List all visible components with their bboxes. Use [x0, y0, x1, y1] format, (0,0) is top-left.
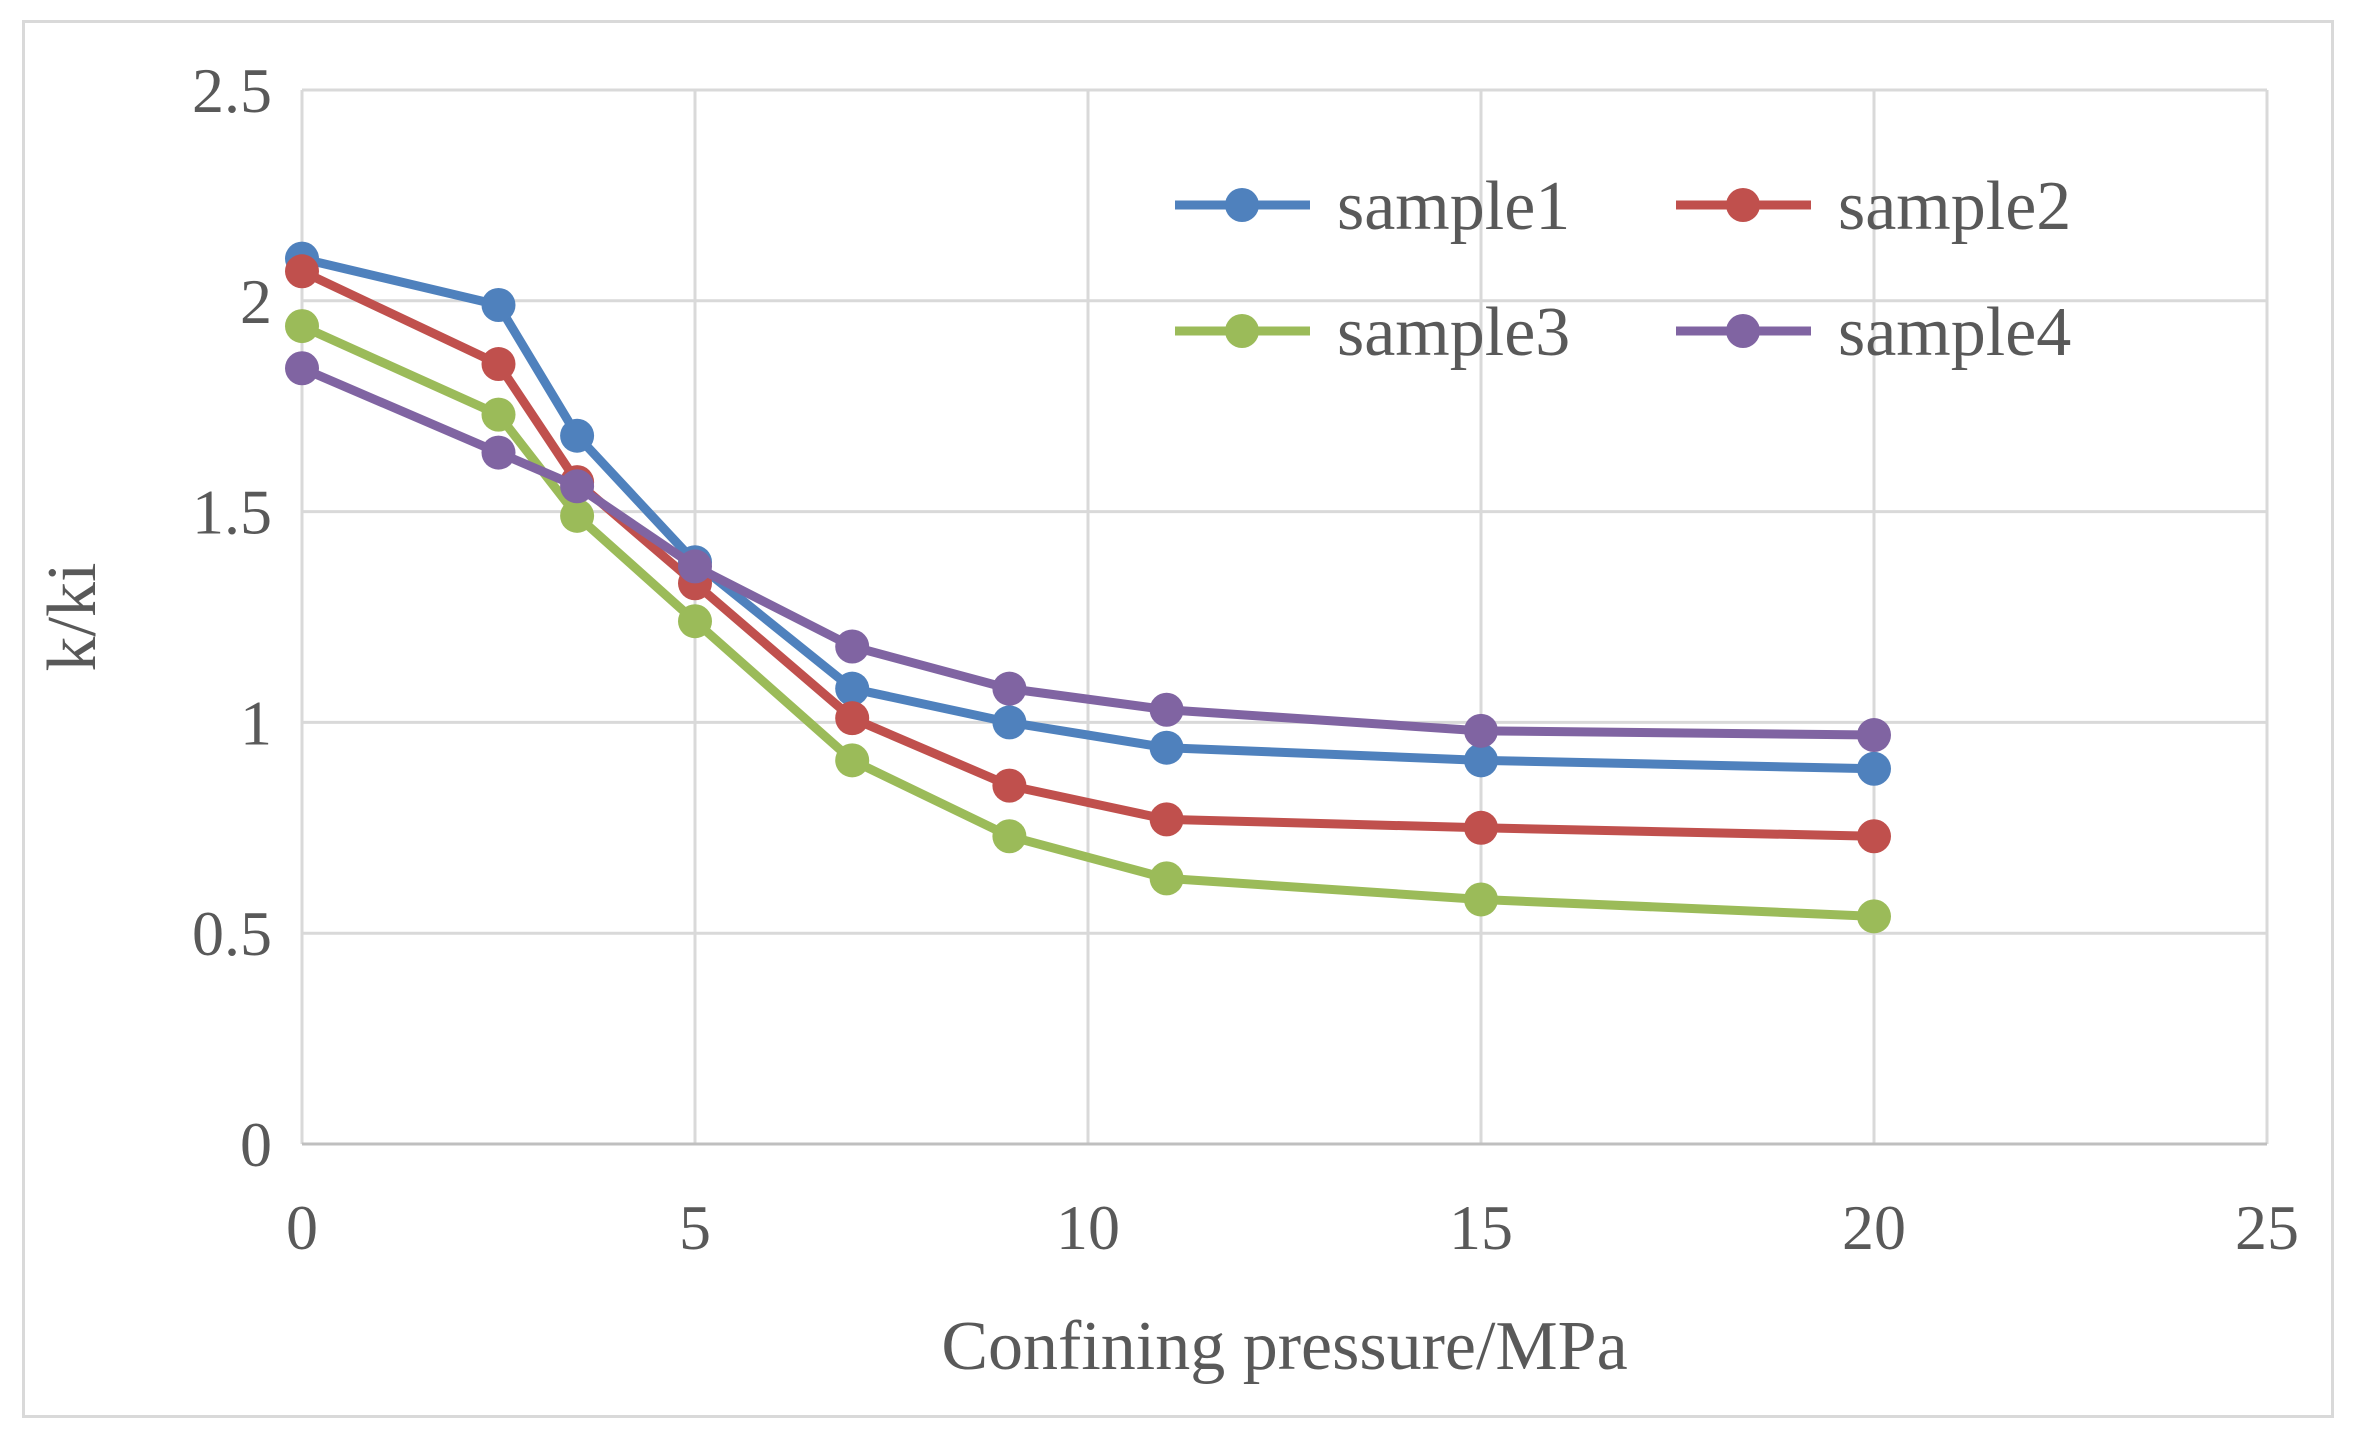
legend-swatch-marker: [1225, 314, 1259, 348]
tick-labels: 0 0.5 1 1.5 2 2.5 0 5 10 15 20 25: [192, 55, 2299, 1263]
x-tick-label: 20: [1842, 1192, 1906, 1263]
data-point: [285, 254, 319, 289]
data-point: [1857, 899, 1891, 934]
data-point: [285, 351, 319, 386]
legend-label: sample2: [1838, 168, 2071, 245]
y-tick-label: 1: [240, 687, 272, 758]
data-point: [481, 347, 516, 382]
legend-swatch-marker: [1225, 188, 1259, 222]
data-point: [1149, 802, 1184, 837]
legend-label: sample3: [1337, 294, 1570, 371]
data-point: [1857, 819, 1891, 854]
data-point: [1464, 810, 1498, 845]
y-tick-label: 2: [240, 266, 272, 337]
x-tick-label: 5: [679, 1192, 711, 1263]
x-axis-title: Confining pressure/MPa: [941, 1308, 1627, 1385]
legend-item-sample4: sample4: [1676, 294, 2071, 371]
data-point: [481, 397, 516, 432]
legend-swatch-marker: [1726, 188, 1760, 222]
data-point: [835, 743, 870, 778]
data-point: [835, 629, 870, 664]
series: [285, 241, 1891, 934]
legend-swatch-marker: [1726, 314, 1760, 348]
legend: sample1 sample2 sample3 sample4: [1175, 168, 2071, 371]
data-point: [1464, 713, 1498, 748]
legend-label: sample4: [1838, 294, 2071, 371]
data-point: [678, 604, 712, 639]
data-point: [1464, 882, 1498, 917]
grid: [300, 88, 2269, 1144]
legend-item-sample1: sample1: [1175, 168, 1570, 245]
y-tick-label: 2.5: [192, 55, 272, 126]
legend-item-sample3: sample3: [1175, 294, 1570, 371]
data-point: [992, 768, 1027, 803]
data-point: [481, 288, 516, 323]
data-point: [835, 671, 870, 706]
x-tick-label: 15: [1449, 1192, 1513, 1263]
y-tick-label: 0.5: [192, 898, 272, 969]
series-sample4: [285, 351, 1891, 753]
line-chart: 00.511.522.50 5 10 15 20 25 sample1 sample2sam…: [34, 55, 2299, 1385]
data-point: [992, 671, 1027, 706]
legend-label: sample1: [1337, 168, 1570, 245]
data-point: [1857, 718, 1891, 753]
x-tick-label: 10: [1056, 1192, 1120, 1263]
data-point: [992, 819, 1027, 854]
data-point: [285, 309, 319, 344]
chart-frame: 0 0.5 1 1.5 2 2.5 0 5 10 15 20 25 sample1 sample2 sam…: [22, 20, 2334, 1418]
data-point: [1149, 730, 1184, 765]
data-point: [481, 435, 516, 470]
x-tick-label: 25: [2235, 1192, 2299, 1263]
legend-item-sample2: sample2: [1676, 168, 2071, 245]
data-point: [1149, 861, 1184, 896]
data-point: [1149, 692, 1184, 727]
y-tick-label: 1.5: [192, 477, 272, 548]
data-point: [1464, 743, 1498, 778]
series-sample3: [285, 309, 1891, 934]
x-tick-label: 0: [286, 1192, 318, 1263]
data-point: [678, 549, 712, 584]
y-axis-title: k/ki: [34, 563, 111, 672]
data-point: [560, 418, 595, 453]
data-point: [835, 701, 870, 736]
data-point: [992, 705, 1027, 740]
data-point: [560, 498, 595, 533]
y-tick-label: 0: [240, 1109, 272, 1180]
data-point: [560, 469, 595, 504]
data-point: [1857, 751, 1891, 786]
